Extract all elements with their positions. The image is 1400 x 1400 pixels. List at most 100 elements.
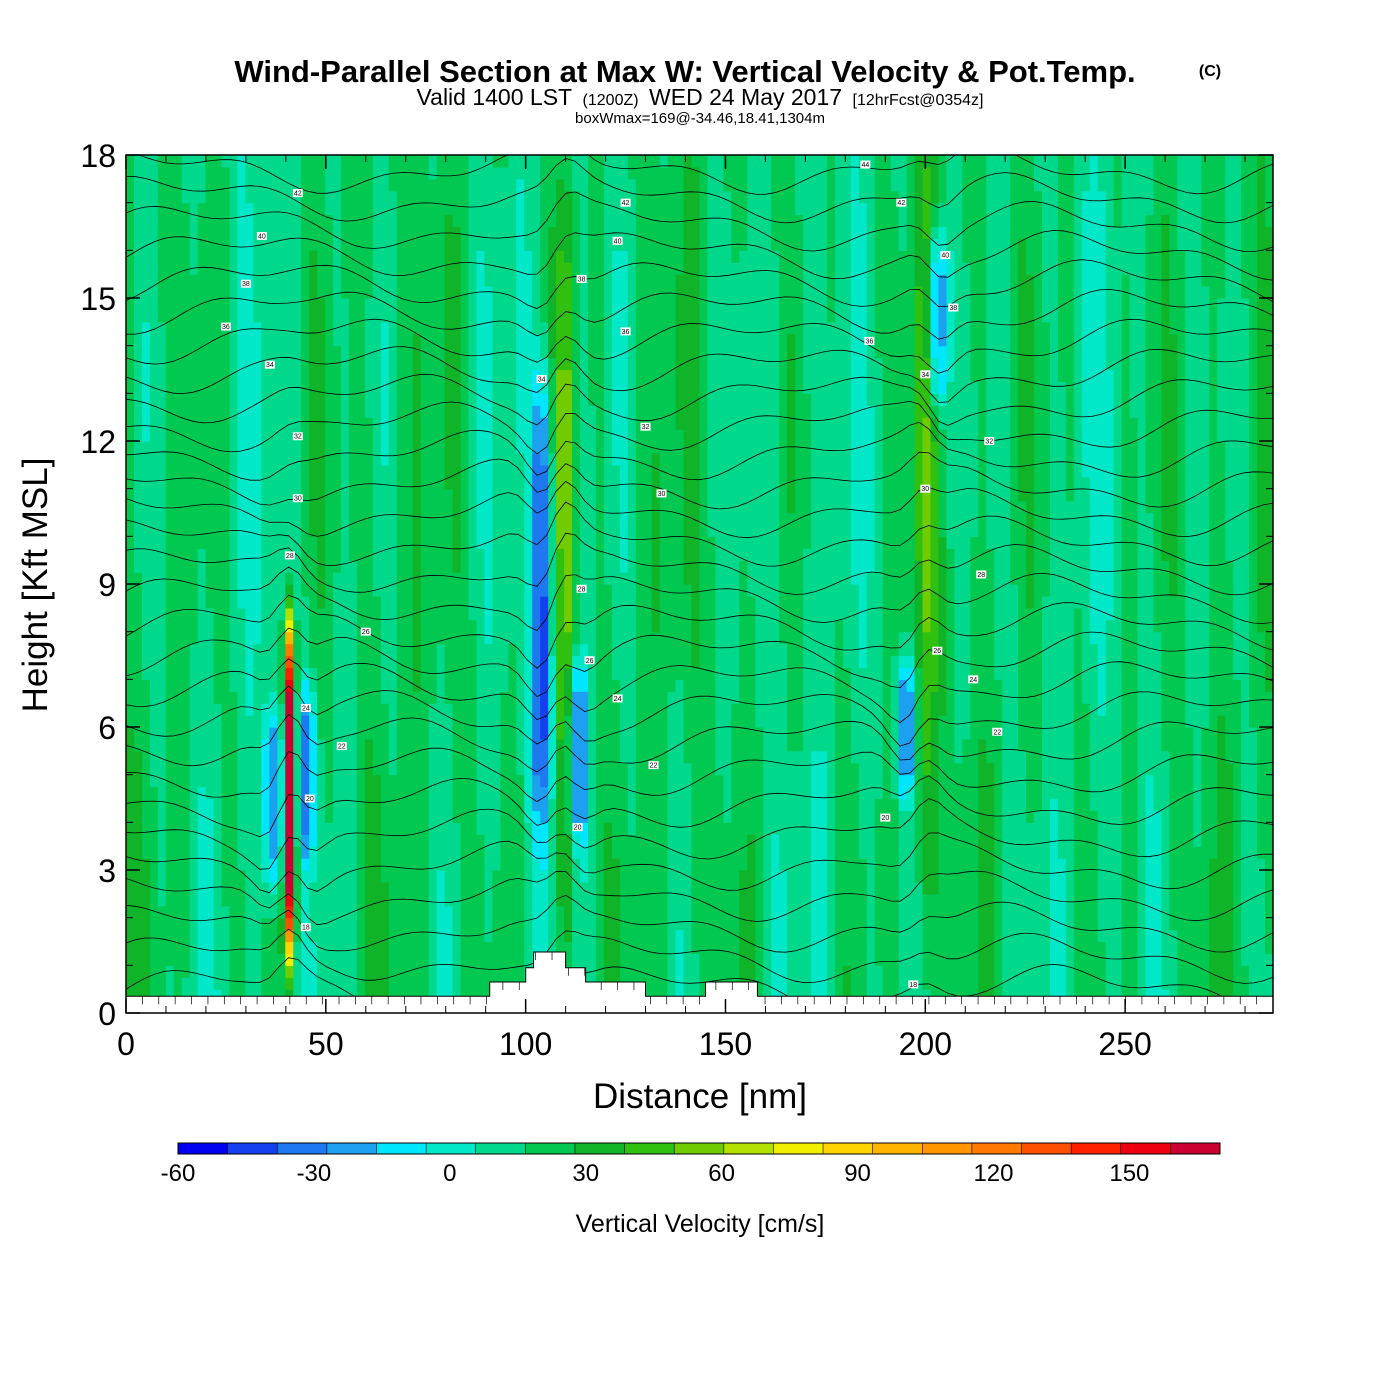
field-cell bbox=[572, 846, 581, 859]
field-cell bbox=[229, 858, 239, 871]
field-cell bbox=[237, 738, 247, 752]
field-cell bbox=[548, 190, 557, 204]
field-cell bbox=[603, 309, 613, 323]
field-cell bbox=[524, 548, 533, 561]
field-cell bbox=[404, 226, 414, 240]
field-cell bbox=[595, 309, 605, 323]
field-cell bbox=[197, 774, 207, 788]
field-cell bbox=[380, 155, 390, 168]
field-cell bbox=[149, 488, 159, 502]
field-cell bbox=[245, 870, 255, 883]
field-cell bbox=[428, 619, 438, 633]
field-cell bbox=[587, 941, 597, 955]
field-cell bbox=[516, 703, 525, 716]
field-cell bbox=[364, 655, 374, 669]
field-cell bbox=[277, 572, 286, 585]
field-cell bbox=[388, 858, 398, 871]
field-cell bbox=[420, 500, 430, 514]
field-cell bbox=[524, 881, 533, 895]
field-cell bbox=[404, 834, 414, 847]
field-cell bbox=[333, 155, 342, 168]
field-cell bbox=[540, 822, 549, 835]
field-cell bbox=[349, 703, 358, 716]
field-cell bbox=[667, 905, 677, 919]
field-cell bbox=[436, 357, 446, 371]
field-cell bbox=[404, 524, 414, 537]
field-cell bbox=[412, 560, 422, 573]
field-cell bbox=[587, 262, 597, 275]
field-cell bbox=[181, 274, 191, 287]
field-cell bbox=[229, 762, 239, 776]
field-cell bbox=[524, 774, 533, 788]
field-cell bbox=[141, 464, 151, 478]
field-cell bbox=[229, 369, 239, 383]
field-cell bbox=[205, 727, 215, 740]
field-cell bbox=[173, 524, 183, 537]
field-cell bbox=[309, 298, 318, 311]
field-cell bbox=[627, 703, 637, 716]
field-cell bbox=[380, 619, 390, 633]
field-cell bbox=[556, 691, 565, 704]
field-cell bbox=[508, 870, 517, 883]
field-cell bbox=[428, 548, 438, 561]
field-cell bbox=[133, 953, 143, 966]
subtitle-utc: (1200Z) bbox=[583, 92, 639, 109]
field-cell bbox=[420, 262, 430, 275]
field-cell bbox=[452, 560, 462, 573]
field-cell bbox=[500, 893, 509, 907]
field-cell bbox=[396, 476, 406, 490]
field-cell bbox=[492, 202, 501, 216]
field-cell bbox=[388, 607, 398, 621]
field-cell bbox=[165, 429, 175, 442]
field-cell bbox=[181, 333, 191, 347]
field-cell bbox=[548, 321, 557, 335]
field-cell bbox=[245, 452, 255, 466]
field-cell bbox=[285, 321, 294, 335]
field-cell bbox=[460, 905, 470, 919]
field-cell bbox=[301, 393, 310, 406]
field-cell bbox=[667, 762, 677, 776]
field-cell bbox=[293, 977, 302, 990]
field-cell bbox=[309, 393, 318, 406]
field-cell bbox=[396, 262, 406, 275]
field-cell bbox=[587, 643, 597, 657]
field-cell bbox=[420, 798, 430, 812]
field-cell bbox=[540, 715, 549, 728]
field-cell bbox=[627, 738, 637, 752]
field-cell bbox=[595, 488, 605, 502]
field-cell bbox=[396, 631, 406, 645]
field-cell bbox=[595, 333, 605, 347]
field-cell bbox=[197, 190, 207, 204]
field-cell bbox=[484, 846, 494, 859]
field-cell bbox=[484, 202, 494, 216]
field-cell bbox=[452, 846, 462, 859]
field-cell bbox=[253, 846, 263, 859]
field-cell bbox=[603, 190, 613, 204]
field-cell bbox=[484, 691, 494, 704]
field-cell bbox=[540, 214, 549, 228]
field-cell bbox=[325, 965, 334, 978]
field-cell bbox=[500, 881, 509, 895]
field-cell bbox=[221, 727, 231, 740]
field-cell bbox=[428, 560, 438, 573]
field-cell bbox=[372, 536, 382, 549]
field-cell bbox=[444, 429, 454, 442]
field-cell bbox=[205, 190, 215, 204]
field-cell bbox=[635, 607, 645, 621]
field-cell bbox=[372, 691, 382, 704]
field-cell bbox=[372, 345, 382, 359]
field-cell bbox=[364, 393, 374, 406]
field-cell bbox=[500, 643, 509, 657]
field-cell bbox=[269, 786, 278, 800]
field-cell bbox=[651, 226, 661, 240]
field-cell bbox=[309, 715, 318, 728]
field-cell bbox=[157, 703, 167, 716]
field-cell bbox=[396, 274, 406, 287]
field-cell bbox=[532, 357, 541, 371]
field-cell bbox=[221, 441, 231, 454]
field-cell bbox=[524, 595, 533, 609]
field-cell bbox=[317, 643, 326, 657]
field-cell bbox=[157, 750, 167, 764]
field-cell bbox=[627, 202, 637, 216]
field-cell bbox=[643, 441, 653, 454]
